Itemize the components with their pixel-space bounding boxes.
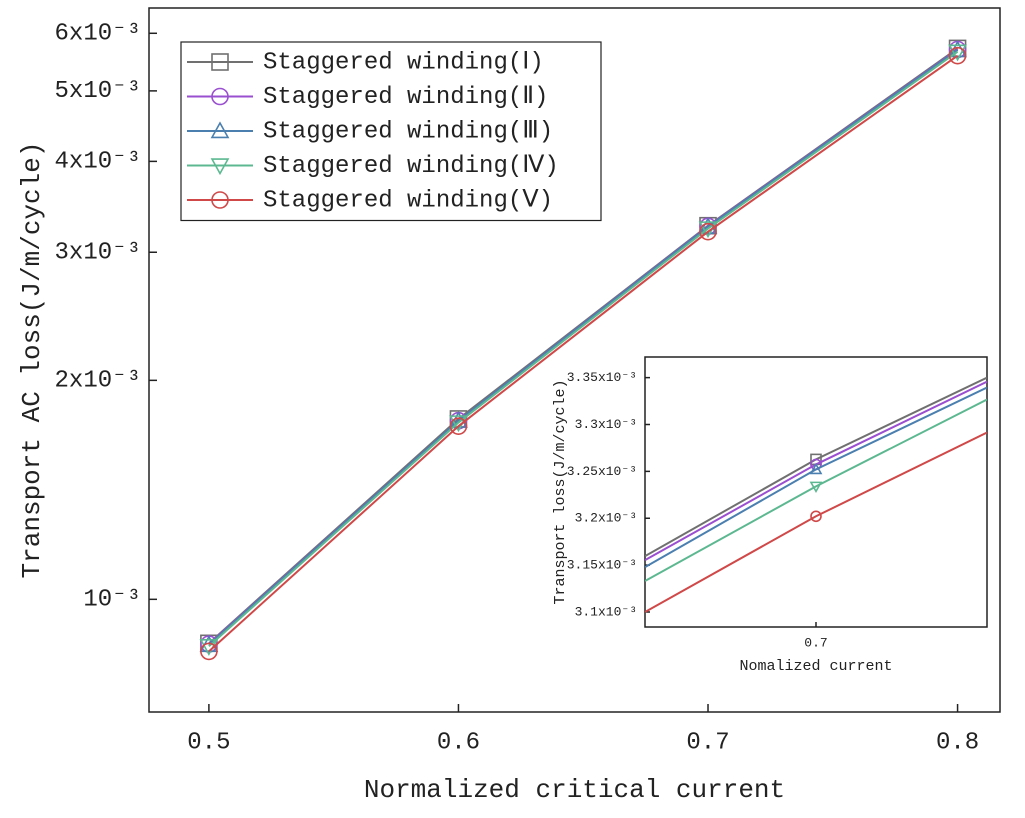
series-line [645, 398, 987, 582]
marker [948, 44, 967, 62]
x-tick-label: 0.8 [936, 729, 979, 756]
legend-marker [211, 53, 229, 71]
y-tick-label: 2x10⁻³ [55, 368, 141, 395]
y-tick-label: 3x10⁻³ [55, 240, 141, 267]
x-axis-label: Normalized critical current [364, 775, 785, 805]
series-group [199, 39, 967, 661]
series-line [645, 431, 987, 613]
marker [810, 510, 822, 523]
y-tick-label: 6x10⁻³ [55, 21, 141, 48]
legend-label: Staggered winding(Ⅱ) [263, 84, 548, 111]
marker [200, 642, 218, 661]
series-line [208, 49, 959, 646]
series-line [645, 386, 987, 568]
legend-marker [210, 158, 230, 176]
y-tick-label: 3.35x10⁻³ [567, 370, 637, 385]
x-tick-label: 0.7 [686, 729, 729, 756]
series-line [208, 54, 959, 653]
legend-label: Staggered winding(Ⅳ) [263, 153, 559, 180]
x-tick-label: 0.7 [804, 636, 827, 651]
y-tick-label: 3.2x10⁻³ [575, 511, 637, 526]
legend-marker [211, 87, 229, 106]
legend-label: Staggered winding(Ⅴ) [263, 187, 553, 214]
marker [948, 46, 967, 65]
y-tick-label: 5x10⁻³ [55, 78, 141, 105]
x-tick-label: 0.6 [437, 729, 480, 756]
series-group [645, 376, 987, 613]
legend-marker [211, 191, 229, 209]
y-tick-label: 4x10⁻³ [55, 149, 141, 176]
legend-label: Staggered winding(Ⅰ) [263, 49, 544, 76]
x-axis-label: Nomalized current [739, 658, 892, 675]
y-tick-label: 3.25x10⁻³ [567, 464, 637, 479]
marker [699, 222, 717, 241]
marker [809, 481, 823, 494]
legend-marker [210, 121, 230, 139]
y-tick-label: 3.3x10⁻³ [575, 417, 637, 432]
legend-label: Staggered winding(Ⅲ) [263, 118, 553, 145]
marker [809, 462, 823, 475]
series-line [208, 50, 959, 647]
y-tick-label: 10⁻³ [83, 587, 141, 614]
y-tick-label: 3.1x10⁻³ [575, 604, 637, 619]
marker [449, 417, 468, 435]
y-axis-label: Transport AC loss(J/m/cycle) [17, 142, 47, 579]
y-axis-label: Transport loss(J/m/cycle) [552, 379, 569, 604]
x-tick-label: 0.5 [187, 729, 230, 756]
y-tick-label: 3.15x10⁻³ [567, 558, 637, 573]
